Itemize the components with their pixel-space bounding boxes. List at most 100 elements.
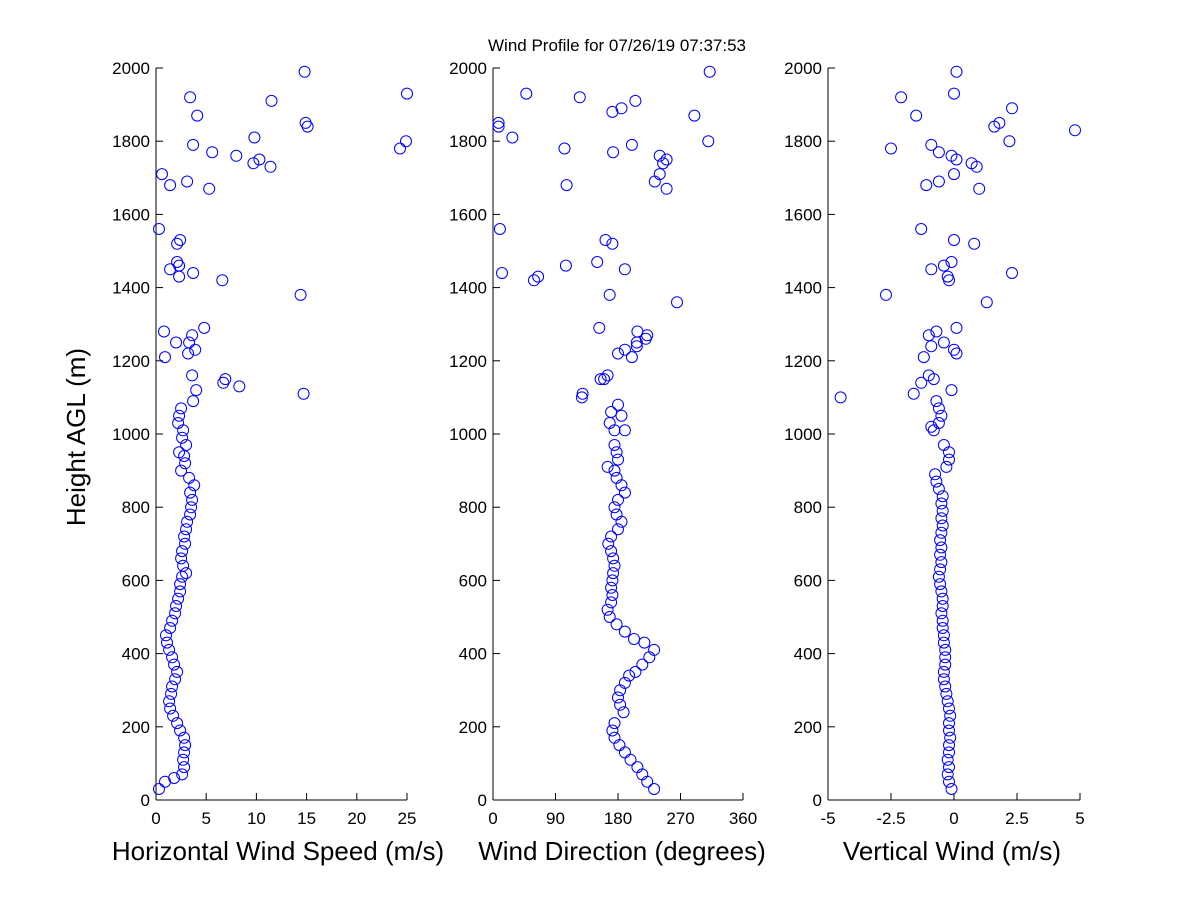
panel-3: 0 200 400 600 800 1000 1200 1400 1600 1800 2000 -5 -… <box>784 59 1085 866</box>
data-point <box>930 395 943 408</box>
data-point <box>936 504 949 517</box>
data-point <box>183 336 196 349</box>
y-tick-label: 1200 <box>449 352 487 371</box>
data-point <box>941 270 954 283</box>
data-point <box>628 633 640 645</box>
data-point <box>936 519 949 532</box>
data-point <box>170 336 183 349</box>
data-point <box>629 94 642 107</box>
data-point <box>605 596 618 609</box>
data-point <box>602 537 615 550</box>
x-tick-label: 270 <box>666 809 694 828</box>
x-tick-label: 2.5 <box>1005 809 1029 828</box>
data-point <box>528 274 540 287</box>
data-point <box>176 431 189 444</box>
data-point <box>941 753 954 766</box>
y-tick-label: 1800 <box>784 132 822 151</box>
data-point <box>932 417 945 429</box>
data-point <box>191 109 204 122</box>
data-point <box>174 234 187 246</box>
y-tick-label: 200 <box>794 718 822 737</box>
data-point <box>174 585 187 598</box>
data-point <box>608 717 621 730</box>
data-point <box>932 482 945 495</box>
data-point <box>299 116 312 129</box>
data-point <box>174 724 187 737</box>
y-tick-label: 600 <box>122 571 150 590</box>
data-point <box>925 138 938 151</box>
data-point <box>169 607 182 620</box>
data-point <box>158 325 170 338</box>
data-point <box>248 131 261 144</box>
data-point <box>917 351 930 364</box>
y-tick-label: 1600 <box>784 205 822 224</box>
data-point <box>617 706 630 719</box>
data-point <box>648 175 661 188</box>
data-point <box>177 559 190 572</box>
y-tick-label: 1000 <box>112 425 150 444</box>
data-point <box>576 387 589 400</box>
data-point <box>618 343 631 356</box>
data-point <box>167 709 180 722</box>
data-point <box>610 471 623 484</box>
data-point <box>166 651 179 664</box>
data-point <box>939 658 952 671</box>
data-point <box>171 237 184 250</box>
data-point <box>943 702 955 715</box>
data-point <box>936 600 949 612</box>
data-point <box>935 526 948 539</box>
data-point <box>174 578 187 591</box>
data-point <box>625 138 638 151</box>
data-point <box>168 772 181 784</box>
data-point <box>935 541 948 554</box>
data-point <box>183 471 196 484</box>
data-point <box>940 460 953 473</box>
data-point <box>703 65 716 78</box>
y-tick-label: 200 <box>122 718 150 737</box>
data-point <box>973 182 986 195</box>
y-tick-label: 1400 <box>112 279 150 298</box>
data-point <box>177 424 190 437</box>
x-tick-label: 5 <box>201 809 210 828</box>
data-point <box>629 665 642 678</box>
data-point <box>702 135 715 148</box>
data-point <box>657 157 670 170</box>
x-tick-label: -5 <box>820 809 835 828</box>
data-point <box>608 731 621 744</box>
data-point <box>941 695 954 708</box>
data-point <box>612 453 624 466</box>
x-axis-label: Horizontal Wind Speed (m/s) <box>112 836 444 866</box>
data-point <box>605 406 618 418</box>
data-point <box>939 643 952 656</box>
data-point <box>932 570 945 583</box>
data-point <box>688 109 701 122</box>
data-point <box>159 351 171 364</box>
data-point <box>1003 135 1016 148</box>
data-point <box>834 391 847 404</box>
data-point <box>178 530 191 543</box>
data-point <box>929 468 942 481</box>
data-point <box>233 380 246 393</box>
data-point <box>623 669 636 682</box>
data-point <box>943 453 955 466</box>
y-tick-label: 600 <box>459 571 487 590</box>
data-point <box>173 409 186 422</box>
data-point <box>993 116 1006 129</box>
data-point <box>1069 124 1081 137</box>
data-point <box>216 274 229 287</box>
data-point <box>935 556 948 569</box>
data-point <box>161 636 173 649</box>
data-point <box>181 515 194 528</box>
data-point <box>180 439 193 451</box>
data-point <box>492 120 505 133</box>
data-point <box>559 259 572 272</box>
data-point <box>591 256 604 268</box>
data-point <box>400 135 412 148</box>
data-point <box>937 665 950 678</box>
data-point <box>612 347 624 360</box>
data-point <box>937 336 950 349</box>
data-point <box>608 439 621 451</box>
data-point <box>937 636 950 649</box>
data-point <box>603 288 616 301</box>
data-point <box>937 673 950 686</box>
